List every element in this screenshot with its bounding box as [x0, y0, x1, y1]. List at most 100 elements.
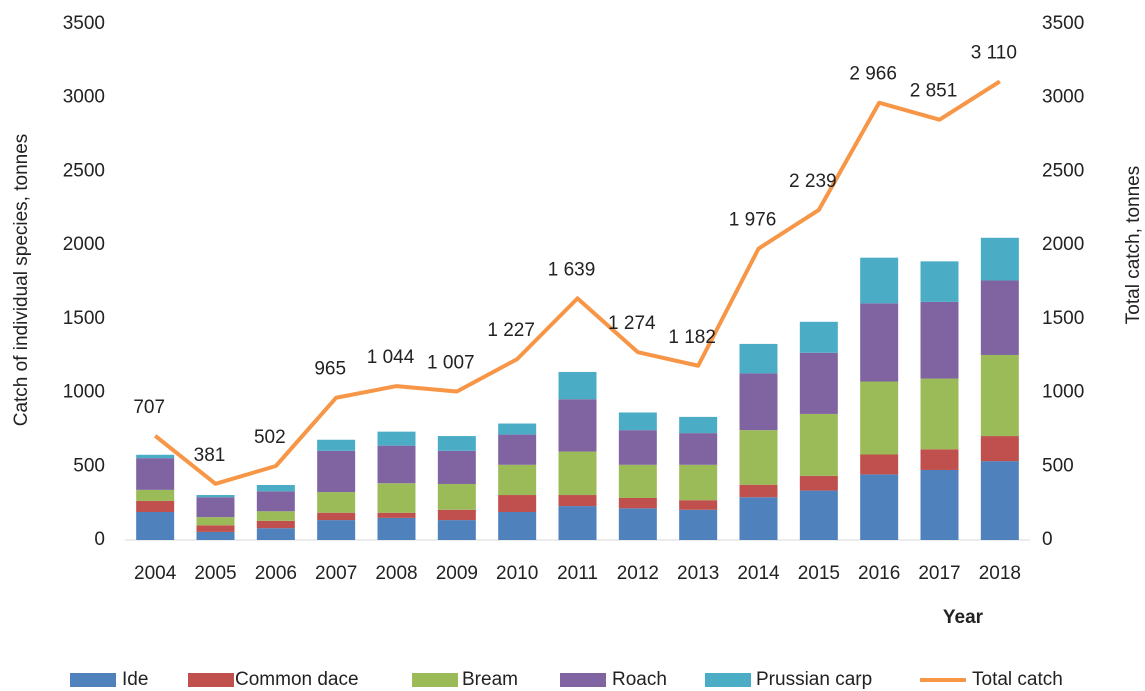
- legend-swatch: [188, 673, 234, 687]
- bar-segment: [437, 520, 476, 540]
- x-tick-label: 2008: [375, 563, 417, 584]
- bar-segment: [679, 464, 718, 501]
- data-label: 1 044: [367, 347, 415, 368]
- x-tick-label: 2013: [677, 563, 719, 584]
- bar-segment: [679, 500, 718, 510]
- y-tick-label: 2500: [63, 160, 105, 181]
- data-label: 1 274: [608, 313, 656, 334]
- data-label: 1 182: [668, 327, 716, 348]
- line: [153, 79, 1001, 486]
- legend-label: Total catch: [972, 669, 1063, 690]
- bar-segment: [739, 484, 778, 498]
- y-tick-label: 1500: [63, 308, 105, 329]
- y-axis-title: Catch of individual species, tonnes: [11, 134, 32, 427]
- bar-segment: [920, 449, 959, 470]
- bar-segment: [920, 469, 959, 540]
- bar-segment: [498, 495, 537, 512]
- bar-segment: [498, 423, 537, 435]
- bar-segment: [437, 436, 476, 451]
- bar-segment: [377, 517, 416, 540]
- bar-segment: [498, 511, 537, 540]
- y2-tick-label: 3000: [1042, 87, 1084, 108]
- y2-tick-label: 0: [1042, 529, 1053, 550]
- bar-segment: [860, 454, 899, 475]
- x-tick-label: 2018: [979, 563, 1021, 584]
- legend-swatch: [705, 673, 751, 687]
- bar-segment: [256, 520, 295, 529]
- bar-segment: [256, 528, 295, 540]
- bar-segment: [196, 531, 235, 540]
- bar-segment: [256, 511, 295, 521]
- data-label: 1 007: [427, 353, 475, 374]
- data-label: 2 239: [789, 171, 837, 192]
- legend-label: Ide: [122, 669, 148, 690]
- y-tick-label: 500: [73, 455, 105, 476]
- x-tick-label: 2012: [617, 563, 659, 584]
- bar-segment: [558, 506, 597, 540]
- x-tick-label: 2009: [436, 563, 478, 584]
- bar-segment: [679, 433, 718, 465]
- bar-segment: [558, 399, 597, 452]
- bar-segment: [799, 490, 838, 540]
- bar-segment: [196, 517, 235, 526]
- data-label: 3 110: [971, 43, 1017, 64]
- legend-label: Bream: [462, 669, 518, 690]
- bar-segment: [860, 474, 899, 540]
- bar-segment: [558, 495, 597, 507]
- bar-segment: [317, 450, 356, 493]
- x-tick-label: 2007: [315, 563, 357, 584]
- x-tick-label: 2006: [255, 563, 297, 584]
- bar-segment: [377, 431, 416, 446]
- bar-segment: [860, 381, 899, 455]
- legend-swatch: [412, 673, 458, 687]
- bar-segment: [980, 280, 1019, 355]
- y2-tick-label: 3500: [1042, 13, 1084, 34]
- bar-segment: [739, 430, 778, 485]
- data-label: 381: [194, 445, 226, 466]
- bar-segment: [860, 303, 899, 382]
- bar-segment: [739, 343, 778, 374]
- data-label: 965: [314, 359, 346, 380]
- bar-segment: [920, 378, 959, 450]
- bar-segment: [437, 450, 476, 484]
- bar-segment: [679, 416, 718, 434]
- data-label: 1 976: [729, 210, 777, 231]
- x-tick-label: 2004: [134, 563, 177, 584]
- data-label: 502: [254, 427, 286, 448]
- bar-segment: [136, 511, 175, 540]
- legend-label: Common dace: [235, 669, 359, 690]
- bar-segment: [558, 371, 597, 400]
- data-label: 1 227: [487, 320, 535, 341]
- y2-axis-title: Total catch, tonnes: [1123, 166, 1144, 324]
- data-label: 2 851: [910, 81, 958, 102]
- y2-tick-label: 2000: [1042, 234, 1084, 255]
- bar-segment: [618, 412, 657, 431]
- bar-segment: [498, 464, 537, 496]
- bar-segment: [739, 497, 778, 540]
- bar-segment: [920, 301, 959, 379]
- bar-segment: [618, 508, 657, 540]
- bar-segment: [136, 454, 175, 459]
- y2-tick-label: 2500: [1042, 160, 1084, 181]
- data-label: 707: [133, 397, 165, 418]
- x-tick-label: 2016: [858, 563, 900, 584]
- bar-segment: [980, 436, 1019, 462]
- bar-segment: [317, 439, 356, 451]
- bar-segment: [679, 509, 718, 540]
- bar-segment: [256, 485, 295, 492]
- x-tick-label: 2010: [496, 563, 538, 584]
- bar-segment: [618, 430, 657, 465]
- data-label: 1 639: [548, 259, 596, 280]
- x-tick-label: 2017: [918, 563, 960, 584]
- bar-segment: [498, 434, 537, 465]
- y-tick-label: 3000: [63, 87, 105, 108]
- bar-segment: [739, 373, 778, 431]
- bar-segment: [799, 413, 838, 476]
- legend-label: Roach: [612, 669, 667, 690]
- bar-segment: [377, 512, 416, 518]
- bar-segment: [980, 237, 1019, 281]
- bar-segment: [196, 525, 235, 532]
- y-tick-label: 1000: [63, 382, 105, 403]
- bar-segment: [799, 352, 838, 414]
